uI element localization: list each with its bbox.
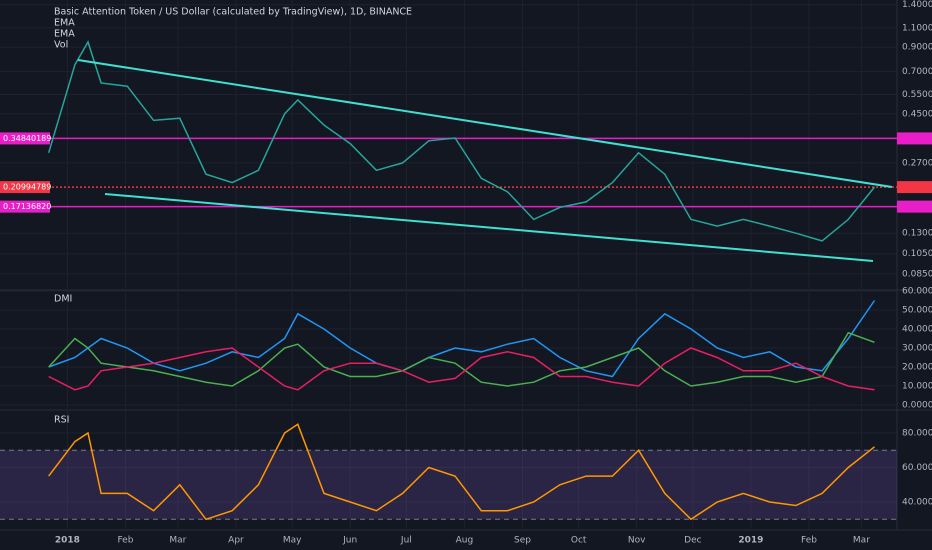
series-line — [47, 40, 876, 242]
x-tick-label: Apr — [228, 536, 244, 546]
plot — [0, 0, 897, 530]
y-tick-label: 0.13000000 — [902, 229, 932, 239]
y-tick-label: 0.45000000 — [902, 109, 932, 119]
x-tick-label: Mar — [853, 536, 870, 546]
x-tick-label: Feb — [117, 536, 133, 546]
y-tick-label: 0.70000000 — [902, 67, 932, 77]
series-line — [48, 331, 875, 387]
level-label: 0.20994789 — [3, 183, 51, 192]
level-label: 0.17136820 — [3, 202, 51, 211]
y-tick-label: 1.40000000 — [902, 0, 932, 10]
level-label-bg — [0, 181, 50, 194]
x-tick-label: 2019 — [738, 536, 763, 546]
x-tick-label: Jun — [342, 536, 357, 546]
trend-line — [104, 193, 874, 262]
y-tick-label: 0.27000000 — [902, 158, 932, 168]
indicator-label: Vol — [54, 40, 68, 51]
level-label-bg — [0, 132, 50, 145]
x-tick-label: Mar — [169, 536, 186, 546]
series-line — [48, 423, 875, 521]
series-line — [48, 300, 876, 378]
level-label-bg — [0, 200, 50, 213]
y-tick-label: 0.08500000 — [902, 270, 932, 280]
y-tick-label: 30.0000 — [902, 344, 932, 354]
y-tick-label: 40.0000 — [902, 498, 932, 508]
x-tick-label: Feb — [801, 536, 817, 546]
pane-title: RSI — [54, 415, 69, 426]
level-label-bg — [897, 181, 932, 194]
y-tick-label: 0.10500000 — [902, 249, 932, 259]
y-tick-label: 0.0000 — [902, 401, 932, 411]
x-tick-label: May — [283, 536, 302, 546]
y-tick-label: 10.0000 — [902, 382, 932, 392]
x-tick-label: Nov — [628, 536, 646, 546]
trend-line — [77, 59, 893, 188]
indicator-label: EMA — [54, 29, 75, 40]
y-tick-label: 40.0000 — [902, 324, 932, 334]
y-tick-label: 50.0000 — [902, 305, 932, 315]
x-tick-label: Aug — [456, 536, 474, 546]
indicator-label: EMA — [54, 18, 75, 29]
x-tick-label: 2018 — [55, 536, 80, 546]
y-tick-label: 20.0000 — [902, 363, 932, 373]
x-tick-label: Jul — [400, 536, 412, 546]
pane-title: DMI — [54, 294, 72, 305]
y-tick-label: 1.10000000 — [902, 23, 932, 33]
y-tick-label: 60.0000 — [902, 286, 932, 296]
chart-title: Basic Attention Token / US Dollar (calcu… — [54, 7, 412, 18]
level-label-bg — [897, 132, 932, 145]
level-label: 0.34840189 — [3, 134, 51, 143]
x-tick-label: Oct — [571, 536, 587, 546]
y-tick-label: 60.0000 — [902, 463, 932, 473]
y-tick-label: 0.55000000 — [902, 90, 932, 100]
y-tick-label: 0.90000000 — [902, 43, 932, 53]
y-tick-label: 80.0000 — [902, 428, 932, 438]
x-tick-label: Dec — [684, 536, 701, 546]
rsi-band — [0, 450, 897, 520]
series-line — [48, 347, 875, 391]
level-label-bg — [897, 200, 932, 213]
x-tick-label: Sep — [514, 536, 531, 546]
